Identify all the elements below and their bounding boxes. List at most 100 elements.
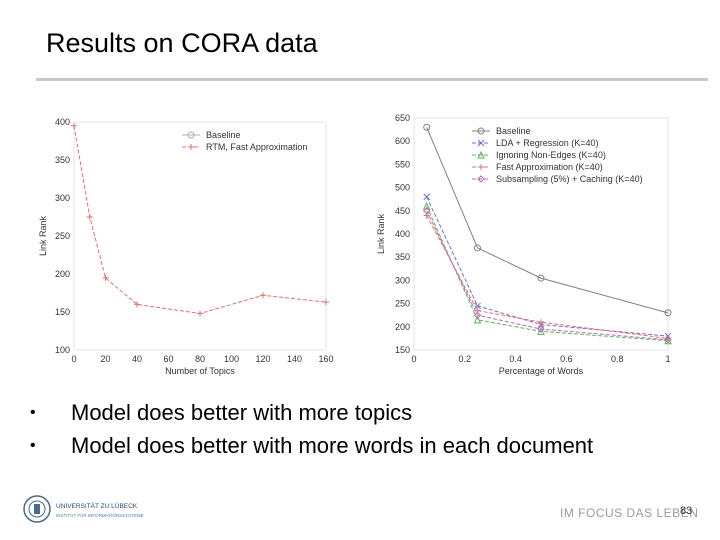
chart1-data-point [86,214,93,220]
chart2-series-1: Baseline [423,123,672,317]
chart2-legend-marker [477,150,485,159]
chart2-data-point [664,309,672,317]
university-logo: UNIVERSITÄT ZU LÜBECK INSTITUT FÜR INFOR… [22,492,182,526]
chart1-ytick-label: 250 [55,231,70,241]
chart2-xtick-label: 0.2 [459,354,472,364]
chart2-series-line [426,215,669,339]
chart2-data-point [664,336,672,344]
chart1-ylabel: Link Rank [38,215,48,256]
chart1-series-1: Baseline [182,130,241,140]
chart1-ytick-label: 350 [55,155,70,165]
chart2-legend-marker [477,127,485,135]
chart2-ytick-label: 600 [395,136,410,146]
chart2-series-line [426,196,669,337]
chart1-legend-label: Baseline [206,130,241,140]
chart1-xtick-label: 0 [71,354,76,364]
chart1-data-point [102,274,109,281]
chart1-legend-label: RTM, Fast Approximation [206,142,307,152]
chart1-series-line [73,125,327,315]
chart2-series-2: LDA + Regression (K=40) [423,138,672,340]
chart2-data-point [423,193,431,201]
chart2-legend-label: Fast Approximation (K=40) [496,162,603,172]
chart2-series-4: Fast Approximation (K=40) [423,162,671,342]
page-number: 83 [680,505,693,517]
chart2-legend-label: Ignoring Non-Edges (K=40) [496,150,606,160]
chart2-data-point [537,325,545,333]
chart2-ytick-label: 150 [395,345,410,355]
chart2-ytick-label: 450 [395,206,410,216]
chart2-ytick-label: 650 [395,113,410,123]
chart1-xtick-label: 100 [224,354,239,364]
bullet-item-2: Model does better with more words in eac… [30,431,630,461]
chart1-xtick-label: 80 [195,354,205,364]
chart2-xtick-label: 0.6 [560,354,573,364]
logo-text: UNIVERSITÄT ZU LÜBECK [56,502,138,510]
chart1-series-2: RTM, Fast Approximation [71,122,329,317]
chart1-ytick-label: 150 [55,307,70,317]
chart1-xtick-label: 140 [287,354,302,364]
chart2-plot-frame [413,117,669,351]
chart1-plot-frame [73,121,327,351]
chart1-xtick-label: 40 [132,354,142,364]
chart2-data-point [538,319,544,326]
chart2-data-point [473,311,482,319]
chart1-xtick-label: 160 [318,354,333,364]
chart2-data-point [423,123,431,131]
chart2-data-point [474,244,481,252]
chart2-xtick-label: 0.4 [509,354,522,364]
chart1-xlabel: Number of Topics [165,366,235,376]
chart1-data-point [197,310,203,317]
chart-link-rank-vs-words: 150 200 250 300 350 400 450 500 550 600 650 0 0.2 0.4… [374,100,680,385]
logo-subtext: INSTITUT FÜR INFORMATIONSSYSTEME [56,512,144,518]
chart2-series-line [426,127,669,314]
chart1-xtick-label: 20 [100,354,110,364]
chart2-legend-marker [478,164,484,170]
chart1-data-point [323,299,329,306]
chart2-ytick-label: 550 [395,159,410,169]
chart1-xtick-label: 60 [163,354,173,364]
chart1-legend-marker [188,144,194,150]
chart1-legend-marker [187,131,195,139]
chart-right-svg: 150 200 250 300 350 400 450 500 550 600 650 0 0.2 0.4… [376,113,672,376]
chart2-xtick-label: 1 [665,354,670,364]
chart2-data-point [537,274,545,282]
footer-slogan: IM FOCUS DAS LEBEN [560,506,699,520]
chart2-ytick-label: 500 [395,183,410,193]
chart2-ytick-label: 200 [395,322,410,332]
chart2-xtick-label: 0 [411,354,416,364]
chart1-data-point [71,122,77,129]
chart2-data-point [474,302,481,310]
chart2-data-point [473,315,482,324]
chart2-data-point [537,327,545,335]
chart2-data-point [422,202,431,210]
chart2-data-point [422,207,431,215]
bullet-list: Model does better with more topics Model… [30,398,630,464]
chart2-legend-label: Subsampling (5%) + Caching (K=40) [496,174,643,184]
chart2-ytick-label: 300 [395,275,410,285]
chart1-ytick-label: 200 [55,269,70,279]
chart2-series-3: Ignoring Non-Edges (K=40) [422,150,672,345]
chart1-ytick-label: 400 [55,117,70,127]
university-seal-icon [23,495,51,523]
chart2-series-line [426,205,669,342]
chart-left-svg: 100 150 200 250 300 350 400 0 20 40 60 80 100 120 140 1… [38,117,334,376]
chart1-data-point [260,292,266,299]
chart2-legend-label: LDA + Regression (K=40) [496,138,599,148]
chart2-xlabel: Percentage of Words [499,366,584,376]
chart2-ytick-label: 250 [395,299,410,309]
chart2-series-5: Subsampling (5%) + Caching (K=40) [422,174,672,344]
chart2-legend-label: Baseline [496,126,531,136]
bullet-item-1: Model does better with more topics [30,398,630,428]
chart2-ylabel: Link Rank [376,213,386,254]
chart2-legend-marker [477,139,485,147]
title-divider [36,78,708,81]
chart1-xtick-label: 120 [255,354,270,364]
chart-link-rank-vs-topics: 100 150 200 250 300 350 400 0 20 40 60 80 100 120 140 1… [36,100,346,385]
slide-title: Results on CORA data [46,28,318,58]
chart2-ytick-label: 400 [395,229,410,239]
chart2-legend-marker [477,175,485,183]
chart2-ytick-label: 350 [395,252,410,262]
chart1-data-point [134,301,140,308]
chart1-ytick-label: 300 [55,193,70,203]
chart2-xtick-label: 0.8 [611,354,624,364]
